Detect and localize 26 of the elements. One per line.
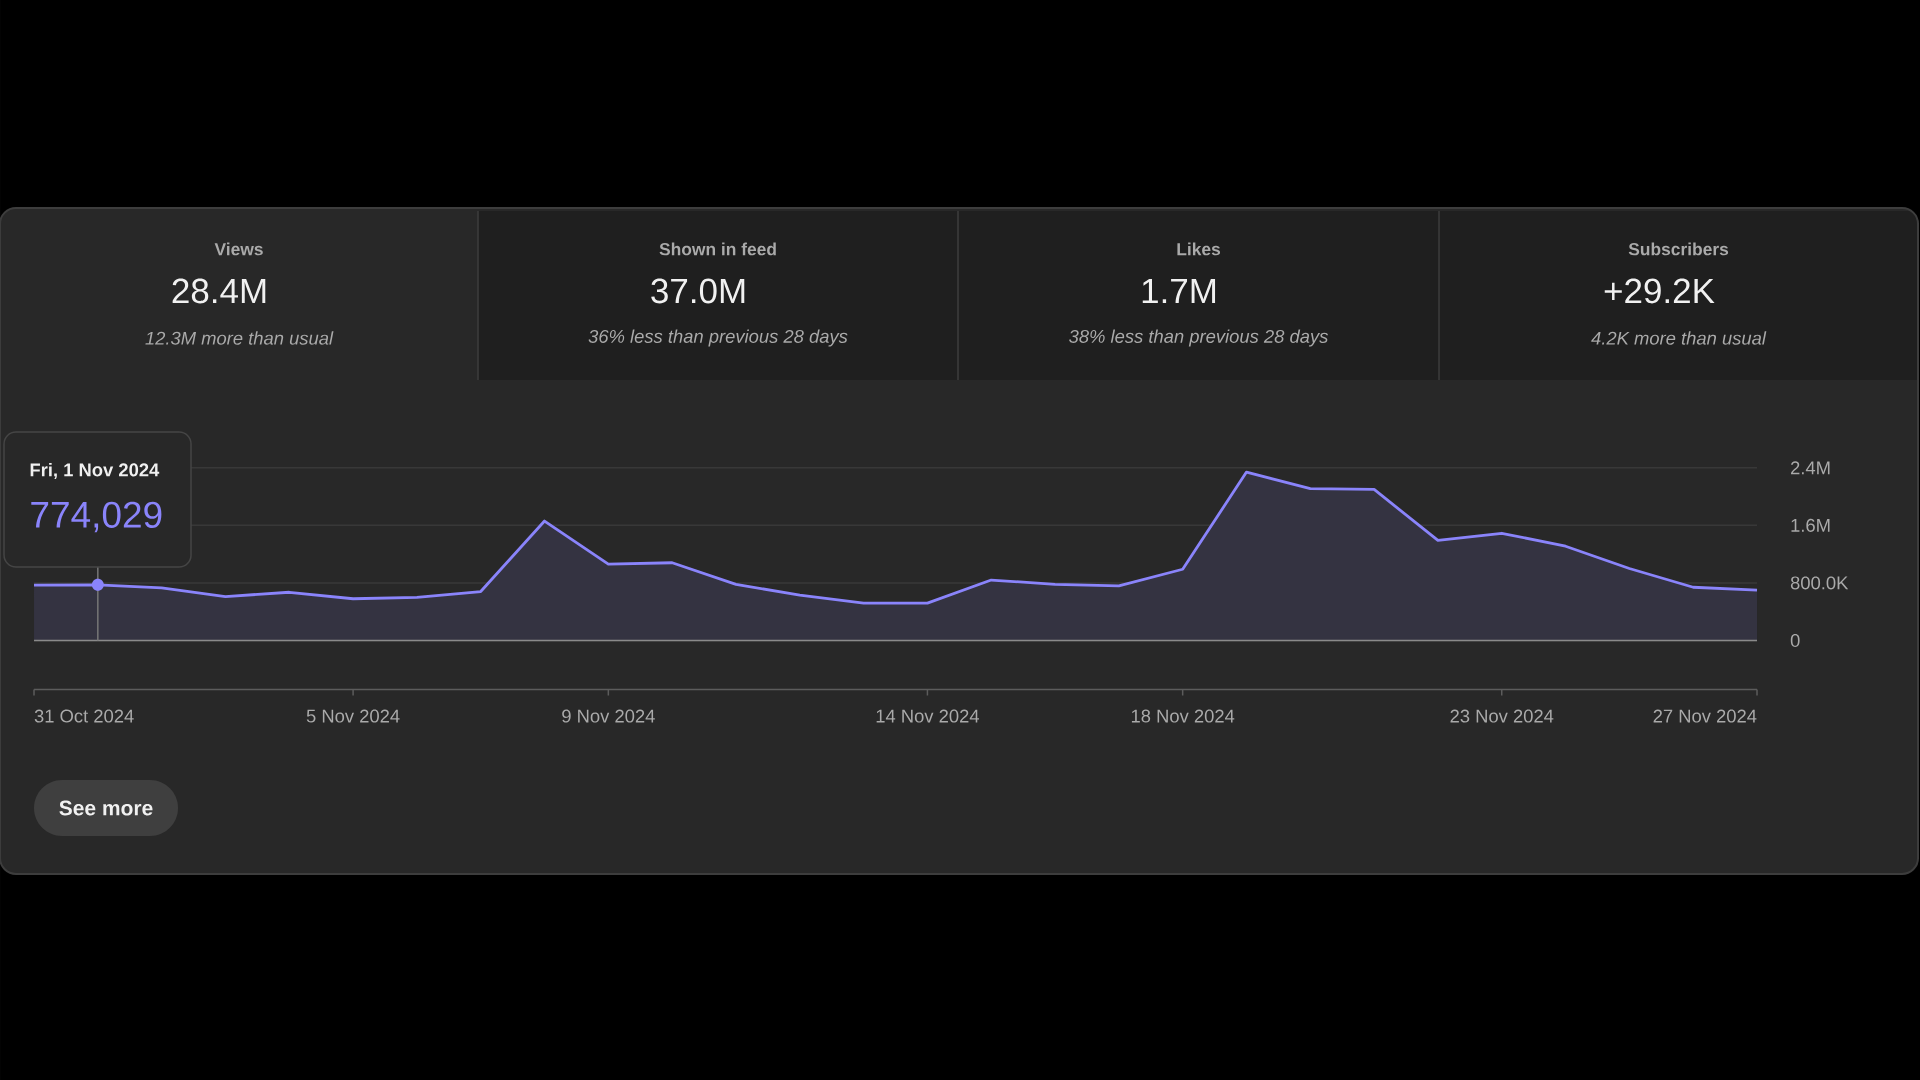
- text: Shown in feed: [659, 242, 776, 256]
- y-tick-label: 1.6M: [1791, 518, 1830, 532]
- text: See more: [59, 800, 153, 816]
- text: 12.3M more than usual: [145, 331, 334, 345]
- x-tick-label: 23 Nov 2024: [1450, 709, 1554, 723]
- text: 4.2K more than usual: [1591, 331, 1767, 345]
- annotation: Fri, 1 Nov 2024: [30, 462, 160, 480]
- x-tick-label: 9 Nov 2024: [562, 709, 655, 723]
- x-tick-label: 27 Nov 2024: [1653, 709, 1757, 723]
- y-tick-label: 800.0K: [1790, 576, 1849, 590]
- text: 1.7M: [1142, 278, 1216, 304]
- text: Likes: [1177, 242, 1221, 256]
- text: 28.4M: [172, 278, 266, 304]
- x-tick-label: 31 Oct 2024: [34, 709, 134, 723]
- x-tick-label: 14 Nov 2024: [876, 709, 980, 723]
- text: +29.2K: [1604, 278, 1715, 304]
- text: 36% less than previous 28 days: [588, 329, 848, 347]
- annotation: 774,029: [31, 501, 162, 533]
- y-tick-label: 2.4M: [1791, 461, 1830, 475]
- x-tick-label: 5 Nov 2024: [306, 709, 400, 723]
- text: 38% less than previous 28 days: [1069, 329, 1328, 347]
- text: 37.0M: [651, 278, 745, 304]
- y-tick-label: 0: [1790, 633, 1800, 648]
- x-tick-label: 18 Nov 2024: [1131, 709, 1235, 723]
- text: Views: [214, 242, 263, 256]
- text: Subscribers: [1628, 242, 1729, 256]
